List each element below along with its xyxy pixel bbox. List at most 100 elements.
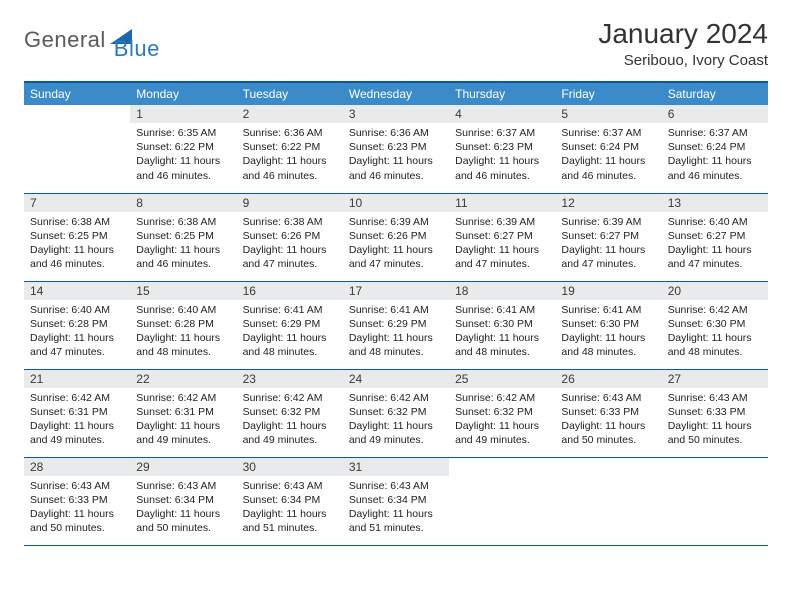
calendar-day-cell: 12Sunrise: 6:39 AMSunset: 6:27 PMDayligh… [555, 193, 661, 281]
day-header: Friday [555, 82, 661, 105]
calendar-day-cell: 29Sunrise: 6:43 AMSunset: 6:34 PMDayligh… [130, 457, 236, 545]
day-details: Sunrise: 6:37 AMSunset: 6:24 PMDaylight:… [555, 123, 661, 187]
day-details: Sunrise: 6:41 AMSunset: 6:30 PMDaylight:… [555, 300, 661, 364]
day-number: 7 [24, 194, 130, 212]
day-details: Sunrise: 6:37 AMSunset: 6:24 PMDaylight:… [662, 123, 768, 187]
day-details: Sunrise: 6:39 AMSunset: 6:27 PMDaylight:… [449, 212, 555, 276]
day-details: Sunrise: 6:40 AMSunset: 6:28 PMDaylight:… [24, 300, 130, 364]
day-header-row: SundayMondayTuesdayWednesdayThursdayFrid… [24, 82, 768, 105]
day-number: 13 [662, 194, 768, 212]
calendar-week-row: 28Sunrise: 6:43 AMSunset: 6:33 PMDayligh… [24, 457, 768, 545]
day-number: 16 [237, 282, 343, 300]
day-details: Sunrise: 6:42 AMSunset: 6:32 PMDaylight:… [449, 388, 555, 452]
calendar-day-cell: 1Sunrise: 6:35 AMSunset: 6:22 PMDaylight… [130, 105, 236, 193]
calendar-day-cell: 2Sunrise: 6:36 AMSunset: 6:22 PMDaylight… [237, 105, 343, 193]
day-number: 5 [555, 105, 661, 123]
calendar-body: 1Sunrise: 6:35 AMSunset: 6:22 PMDaylight… [24, 105, 768, 545]
calendar-day-cell: 7Sunrise: 6:38 AMSunset: 6:25 PMDaylight… [24, 193, 130, 281]
day-details: Sunrise: 6:39 AMSunset: 6:27 PMDaylight:… [555, 212, 661, 276]
calendar-day-cell: 4Sunrise: 6:37 AMSunset: 6:23 PMDaylight… [449, 105, 555, 193]
day-header: Saturday [662, 82, 768, 105]
day-details: Sunrise: 6:40 AMSunset: 6:28 PMDaylight:… [130, 300, 236, 364]
day-details: Sunrise: 6:37 AMSunset: 6:23 PMDaylight:… [449, 123, 555, 187]
calendar-day-cell: 31Sunrise: 6:43 AMSunset: 6:34 PMDayligh… [343, 457, 449, 545]
calendar-empty-cell [24, 105, 130, 193]
day-number: 4 [449, 105, 555, 123]
day-details: Sunrise: 6:42 AMSunset: 6:31 PMDaylight:… [130, 388, 236, 452]
day-details: Sunrise: 6:38 AMSunset: 6:25 PMDaylight:… [130, 212, 236, 276]
day-details: Sunrise: 6:41 AMSunset: 6:30 PMDaylight:… [449, 300, 555, 364]
day-number: 31 [343, 458, 449, 476]
day-header: Sunday [24, 82, 130, 105]
day-number: 20 [662, 282, 768, 300]
day-details: Sunrise: 6:42 AMSunset: 6:31 PMDaylight:… [24, 388, 130, 452]
day-number: 24 [343, 370, 449, 388]
day-details: Sunrise: 6:41 AMSunset: 6:29 PMDaylight:… [343, 300, 449, 364]
calendar-day-cell: 6Sunrise: 6:37 AMSunset: 6:24 PMDaylight… [662, 105, 768, 193]
calendar-day-cell: 17Sunrise: 6:41 AMSunset: 6:29 PMDayligh… [343, 281, 449, 369]
day-number: 27 [662, 370, 768, 388]
day-number: 6 [662, 105, 768, 123]
day-number: 18 [449, 282, 555, 300]
day-number: 12 [555, 194, 661, 212]
day-number: 26 [555, 370, 661, 388]
day-number: 21 [24, 370, 130, 388]
calendar-day-cell: 11Sunrise: 6:39 AMSunset: 6:27 PMDayligh… [449, 193, 555, 281]
calendar-day-cell: 26Sunrise: 6:43 AMSunset: 6:33 PMDayligh… [555, 369, 661, 457]
day-number: 29 [130, 458, 236, 476]
calendar-day-cell: 16Sunrise: 6:41 AMSunset: 6:29 PMDayligh… [237, 281, 343, 369]
calendar-day-cell: 23Sunrise: 6:42 AMSunset: 6:32 PMDayligh… [237, 369, 343, 457]
calendar-day-cell: 14Sunrise: 6:40 AMSunset: 6:28 PMDayligh… [24, 281, 130, 369]
day-details: Sunrise: 6:43 AMSunset: 6:34 PMDaylight:… [343, 476, 449, 540]
calendar-empty-cell [662, 457, 768, 545]
logo: General Blue [24, 18, 160, 62]
header: General Blue January 2024 Seribouo, Ivor… [24, 18, 768, 69]
day-number: 15 [130, 282, 236, 300]
calendar-table: SundayMondayTuesdayWednesdayThursdayFrid… [24, 81, 768, 546]
calendar-day-cell: 18Sunrise: 6:41 AMSunset: 6:30 PMDayligh… [449, 281, 555, 369]
day-number: 1 [130, 105, 236, 123]
day-header: Tuesday [237, 82, 343, 105]
day-details: Sunrise: 6:42 AMSunset: 6:32 PMDaylight:… [237, 388, 343, 452]
day-details: Sunrise: 6:38 AMSunset: 6:25 PMDaylight:… [24, 212, 130, 276]
day-details: Sunrise: 6:42 AMSunset: 6:30 PMDaylight:… [662, 300, 768, 364]
day-details: Sunrise: 6:36 AMSunset: 6:23 PMDaylight:… [343, 123, 449, 187]
calendar-head: SundayMondayTuesdayWednesdayThursdayFrid… [24, 82, 768, 105]
day-number: 2 [237, 105, 343, 123]
logo-text-blue: Blue [114, 18, 160, 62]
calendar-day-cell: 24Sunrise: 6:42 AMSunset: 6:32 PMDayligh… [343, 369, 449, 457]
calendar-day-cell: 9Sunrise: 6:38 AMSunset: 6:26 PMDaylight… [237, 193, 343, 281]
calendar-day-cell: 5Sunrise: 6:37 AMSunset: 6:24 PMDaylight… [555, 105, 661, 193]
day-number: 11 [449, 194, 555, 212]
day-number: 25 [449, 370, 555, 388]
day-details: Sunrise: 6:40 AMSunset: 6:27 PMDaylight:… [662, 212, 768, 276]
calendar-day-cell: 8Sunrise: 6:38 AMSunset: 6:25 PMDaylight… [130, 193, 236, 281]
day-number: 3 [343, 105, 449, 123]
day-number: 22 [130, 370, 236, 388]
day-number: 23 [237, 370, 343, 388]
calendar-week-row: 21Sunrise: 6:42 AMSunset: 6:31 PMDayligh… [24, 369, 768, 457]
calendar-day-cell: 30Sunrise: 6:43 AMSunset: 6:34 PMDayligh… [237, 457, 343, 545]
calendar-day-cell: 3Sunrise: 6:36 AMSunset: 6:23 PMDaylight… [343, 105, 449, 193]
day-details: Sunrise: 6:36 AMSunset: 6:22 PMDaylight:… [237, 123, 343, 187]
day-number: 8 [130, 194, 236, 212]
day-details: Sunrise: 6:43 AMSunset: 6:33 PMDaylight:… [662, 388, 768, 452]
calendar-day-cell: 19Sunrise: 6:41 AMSunset: 6:30 PMDayligh… [555, 281, 661, 369]
day-details: Sunrise: 6:43 AMSunset: 6:33 PMDaylight:… [555, 388, 661, 452]
title-block: January 2024 Seribouo, Ivory Coast [598, 18, 768, 69]
day-number: 28 [24, 458, 130, 476]
calendar-day-cell: 13Sunrise: 6:40 AMSunset: 6:27 PMDayligh… [662, 193, 768, 281]
calendar-week-row: 7Sunrise: 6:38 AMSunset: 6:25 PMDaylight… [24, 193, 768, 281]
calendar-day-cell: 27Sunrise: 6:43 AMSunset: 6:33 PMDayligh… [662, 369, 768, 457]
day-details: Sunrise: 6:35 AMSunset: 6:22 PMDaylight:… [130, 123, 236, 187]
day-number: 9 [237, 194, 343, 212]
day-details: Sunrise: 6:43 AMSunset: 6:34 PMDaylight:… [130, 476, 236, 540]
day-header: Monday [130, 82, 236, 105]
day-details: Sunrise: 6:43 AMSunset: 6:34 PMDaylight:… [237, 476, 343, 540]
calendar-week-row: 14Sunrise: 6:40 AMSunset: 6:28 PMDayligh… [24, 281, 768, 369]
logo-text-general: General [24, 27, 106, 53]
month-title: January 2024 [598, 18, 768, 50]
day-number: 17 [343, 282, 449, 300]
day-details: Sunrise: 6:38 AMSunset: 6:26 PMDaylight:… [237, 212, 343, 276]
day-details: Sunrise: 6:41 AMSunset: 6:29 PMDaylight:… [237, 300, 343, 364]
